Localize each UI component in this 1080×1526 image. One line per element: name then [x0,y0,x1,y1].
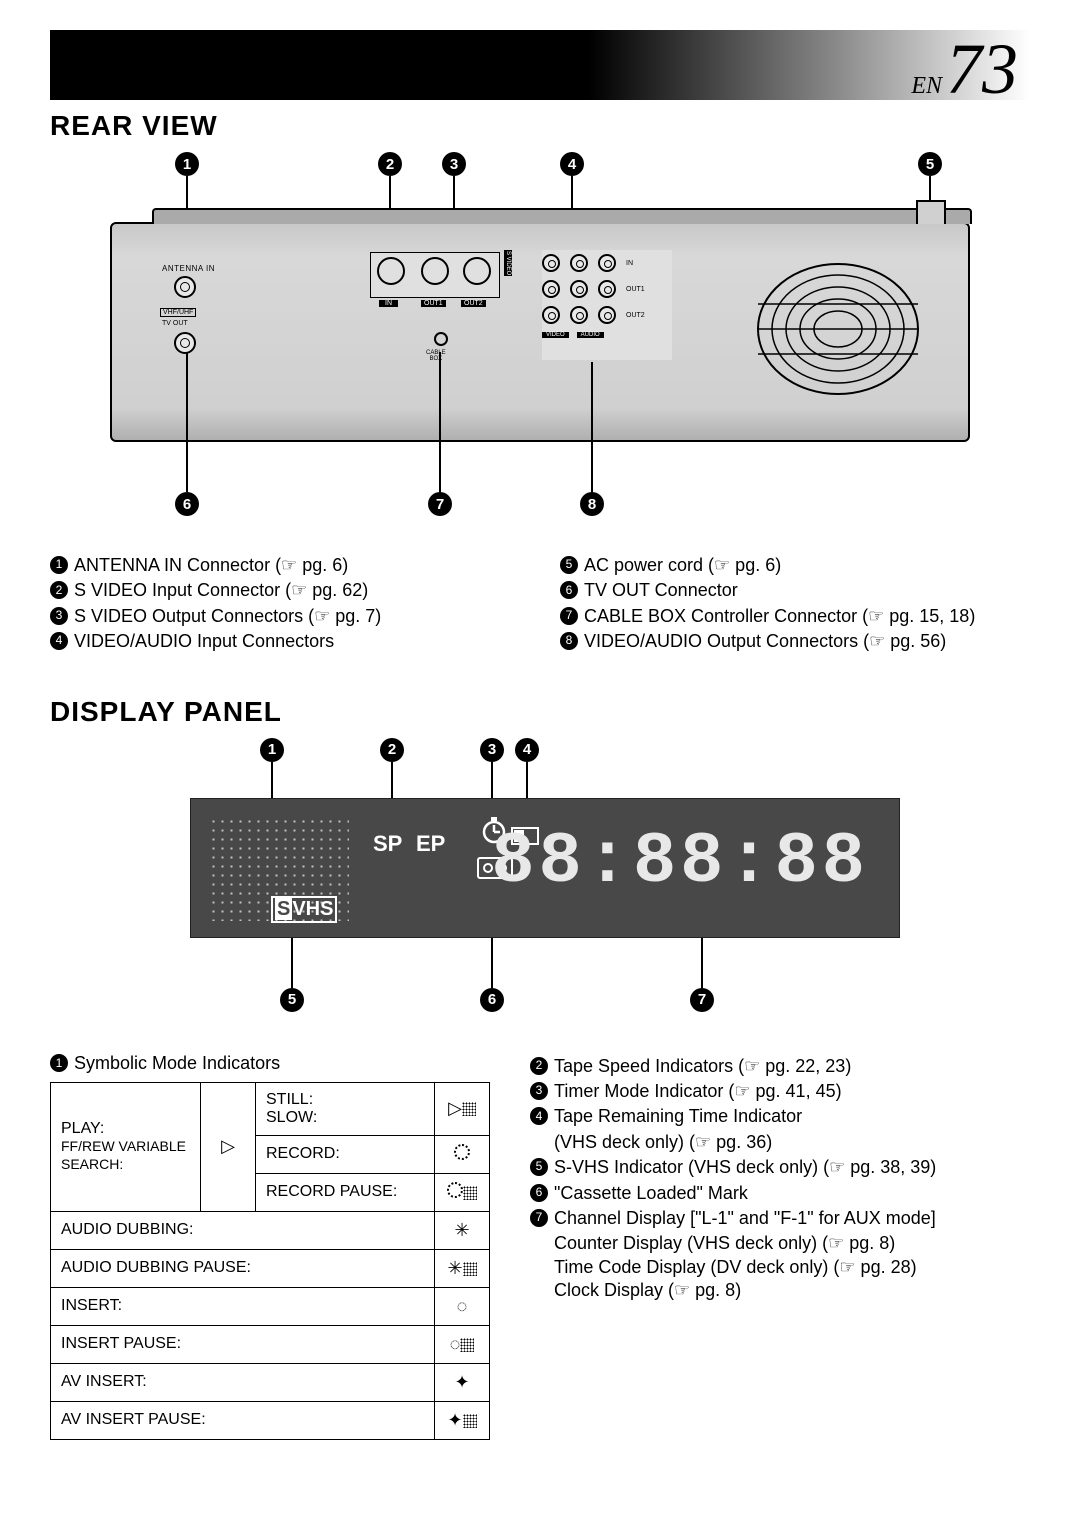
dp-callout-1: 1 [260,738,284,762]
vent-icon [748,254,928,404]
page-en: EN [911,73,942,100]
page-number: EN 73 [911,28,1018,111]
dp-callout-6: 6 [480,988,504,1012]
callout-line [186,352,188,492]
digits: 88:88:88 [491,821,869,903]
callout-line [591,362,593,492]
cablebox-port [434,332,448,346]
legend-left: 1ANTENNA IN Connector (☞ pg. 6) 2S VIDEO… [50,552,520,656]
callout-4: 4 [560,152,584,176]
device-rear: ANTENNA IN VHF/UHF TV OUT IN OUT1 OUT2 S… [110,222,970,442]
av-group: IN OUT1 OUT2 VIDEO AUDIO [542,250,672,360]
svideo-in [377,257,405,285]
dp-callout-7: 7 [690,988,714,1012]
callout-1: 1 [175,152,199,176]
antenna-label: ANTENNA IN [162,264,215,273]
rear-view-title: REAR VIEW [50,110,1030,142]
mode-table: PLAY: FF/REW VARIABLE SEARCH: STILL:SLOW… [50,1082,490,1440]
header-bar: EN 73 [50,30,1030,100]
cablebox-label: CABLEBOX [426,350,446,362]
dub-icon: ✳ [435,1211,490,1249]
sp-indicator: SP [373,831,402,857]
display-panel-diagram: 1 2 3 4 SP EP 88:88:88 SVHS 5 6 [150,738,930,1038]
dp-callout-2: 2 [380,738,404,762]
ep-indicator: EP [416,831,445,857]
display-panel-legend: 1 Symbolic Mode Indicators PLAY: FF/REW … [50,1053,1030,1440]
play-icon [201,1082,256,1211]
vhf-label: VHF/UHF [160,308,196,317]
still-icon [435,1082,490,1135]
callout-6: 6 [175,492,199,516]
rear-view-legend: 1ANTENNA IN Connector (☞ pg. 6) 2S VIDEO… [50,552,1030,656]
svideo-group: IN OUT1 OUT2 [370,252,500,298]
lcd-panel: SP EP 88:88:88 SVHS [190,798,900,938]
dp-callout-4: 4 [515,738,539,762]
dub-pause-icon: ✳ [435,1249,490,1287]
callout-5: 5 [918,152,942,176]
record-icon [435,1135,490,1173]
callout-line [439,352,441,492]
callout-2: 2 [378,152,402,176]
svhs-indicator: SVHS [271,896,337,923]
svideo-label: S VIDEO [504,250,512,276]
avinsert-pause-icon: ✦ [435,1401,490,1439]
tvout-port [174,332,196,354]
display-panel-title: DISPLAY PANEL [50,696,1030,728]
legend-right: 5AC power cord (☞ pg. 6) 6TV OUT Connect… [560,552,1030,656]
callout-8: 8 [580,492,604,516]
page-num: 73 [946,28,1018,111]
svideo-out2 [463,257,491,285]
insert-icon: ◌ [435,1287,490,1325]
mode-intro: 1 Symbolic Mode Indicators [50,1053,490,1074]
callout-7: 7 [428,492,452,516]
rear-view-diagram: 1 2 3 4 5 ANTENNA IN VHF/UHF TV OUT IN O… [90,152,990,532]
svideo-out1 [421,257,449,285]
dp-callout-3: 3 [480,738,504,762]
avinsert-icon: ✦ [435,1363,490,1401]
tvout-label: TV OUT [162,320,188,327]
antenna-port [174,276,196,298]
insert-pause-icon: ◌ [435,1325,490,1363]
device-top-edge [152,208,972,224]
record-pause-icon [435,1173,490,1211]
callout-3: 3 [442,152,466,176]
ac-cord-notch [916,200,946,224]
dp-callout-5: 5 [280,988,304,1012]
